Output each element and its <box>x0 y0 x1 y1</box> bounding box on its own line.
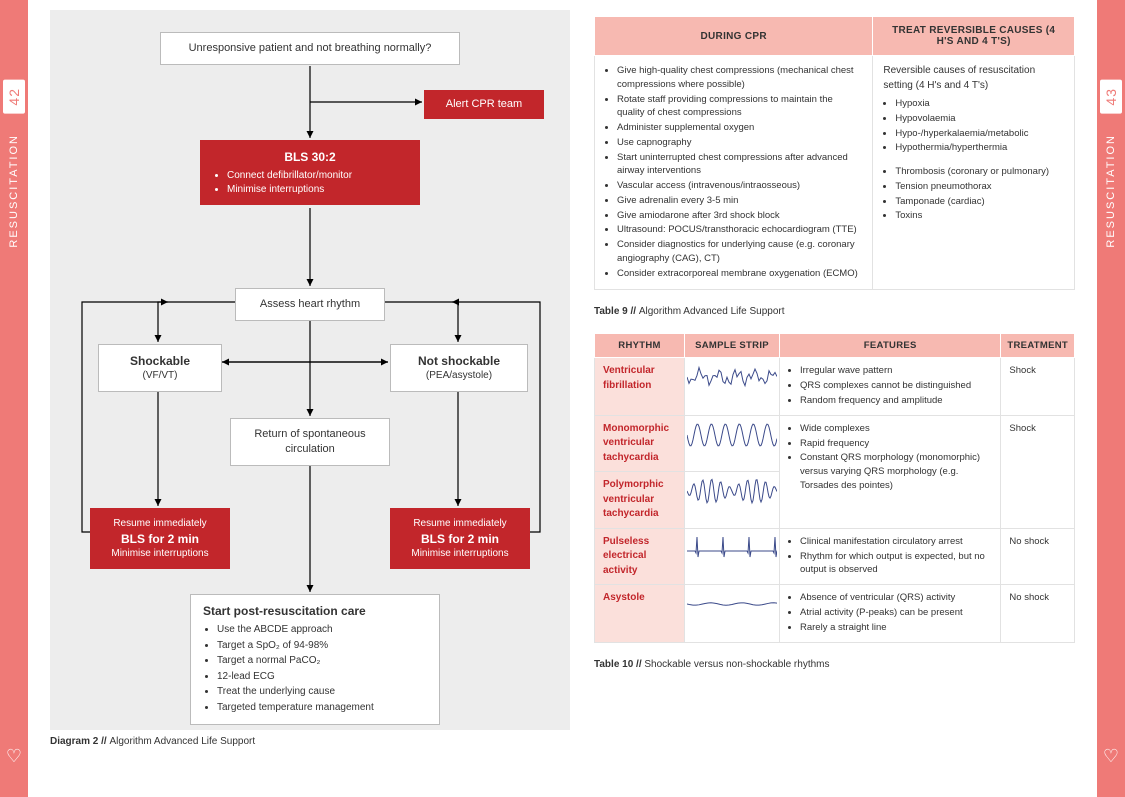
ecg-strip <box>685 472 780 529</box>
ecg-strip <box>685 585 780 642</box>
rhythm-features: Absence of ventricular (QRS) activityAtr… <box>780 585 1001 642</box>
section-label-right: RESUSCITATION <box>1105 134 1117 248</box>
t9-causes-cell: Reversible causes of resuscitation setti… <box>873 56 1075 290</box>
t9-during-cell: Give high-quality chest compressions (me… <box>595 56 873 290</box>
rhythm-row: Monomorphic ventricular tachycardiaWide … <box>595 415 1075 472</box>
rhythm-row: Ventricular fibrillation Irregular wave p… <box>595 358 1075 415</box>
rhythm-row: Asystole Absence of ventricular (QRS) act… <box>595 585 1075 642</box>
side-tab-left: 42 RESUSCITATION ♡ <box>0 0 28 797</box>
ecg-strip <box>685 415 780 472</box>
page-number-right: 43 <box>1100 80 1122 114</box>
tables-column: DURING CPR TREAT REVERSIBLE CAUSES (4 H'… <box>594 10 1075 787</box>
rhythm-features: Irregular wave patternQRS complexes cann… <box>780 358 1001 415</box>
table10-caption: Table 10 // Shockable versus non-shockab… <box>594 659 1075 670</box>
table-rhythms: RHYTHMSAMPLE STRIPFEATURESTREATMENT Vent… <box>594 333 1075 642</box>
rhythm-name: Asystole <box>595 585 685 642</box>
section-label-left: RESUSCITATION <box>8 134 20 248</box>
node-not-shockable: Not shockable (PEA/asystole) <box>390 344 528 392</box>
bls-list: Connect defibrillator/monitor Minimise i… <box>213 169 407 196</box>
heart-icon: ♡ <box>1103 746 1119 767</box>
heart-icon: ♡ <box>6 746 22 767</box>
rhythm-name: Pulseless electrical activity <box>595 528 685 585</box>
rhythm-treatment: No shock <box>1001 585 1075 642</box>
rhythm-treatment: Shock <box>1001 415 1075 528</box>
side-tab-right: 43 RESUSCITATION ♡ <box>1097 0 1125 797</box>
node-rosc: Return of spontaneous circulation <box>230 418 390 466</box>
rhythm-name: Monomorphic ventricular tachycardia <box>595 415 685 472</box>
t10-header: TREATMENT <box>1001 334 1075 358</box>
ecg-strip <box>685 528 780 585</box>
t9-header-during: DURING CPR <box>595 17 873 56</box>
page-number-left: 42 <box>3 80 25 114</box>
rhythm-name: Ventricular fibrillation <box>595 358 685 415</box>
table9-caption: Table 9 // Algorithm Advanced Life Suppo… <box>594 306 1075 317</box>
rhythm-treatment: Shock <box>1001 358 1075 415</box>
node-alert-team: Alert CPR team <box>424 90 544 119</box>
node-resume-left: Resume immediately BLS for 2 min Minimis… <box>90 508 230 569</box>
ecg-strip <box>685 358 780 415</box>
node-resume-right: Resume immediately BLS for 2 min Minimis… <box>390 508 530 569</box>
t9-header-causes: TREAT REVERSIBLE CAUSES (4 H'S AND 4 T'S… <box>873 17 1075 56</box>
node-unresponsive: Unresponsive patient and not breathing n… <box>160 32 460 65</box>
t10-header: RHYTHM <box>595 334 685 358</box>
node-shockable: Shockable (VF/VT) <box>98 344 222 392</box>
rhythm-features: Clinical manifestation circulatory arres… <box>780 528 1001 585</box>
rhythm-features: Wide complexesRapid frequencyConstant QR… <box>780 415 1001 528</box>
t10-header: FEATURES <box>780 334 1001 358</box>
rhythm-treatment: No shock <box>1001 528 1075 585</box>
node-assess-rhythm: Assess heart rhythm <box>235 288 385 321</box>
node-post-resus: Start post-resuscitation care Use the AB… <box>190 594 440 725</box>
table-during-cpr: DURING CPR TREAT REVERSIBLE CAUSES (4 H'… <box>594 16 1075 290</box>
als-flowchart: Unresponsive patient and not breathing n… <box>50 10 570 730</box>
rhythm-name: Polymorphic ventricular tachycardia <box>595 472 685 529</box>
diagram-caption: Diagram 2 // Algorithm Advanced Life Sup… <box>50 736 570 747</box>
flowchart-column: Unresponsive patient and not breathing n… <box>50 10 570 787</box>
node-bls: BLS 30:2 Connect defibrillator/monitor M… <box>200 140 420 205</box>
rhythm-row: Pulseless electrical activity Clinical ma… <box>595 528 1075 585</box>
t10-header: SAMPLE STRIP <box>685 334 780 358</box>
